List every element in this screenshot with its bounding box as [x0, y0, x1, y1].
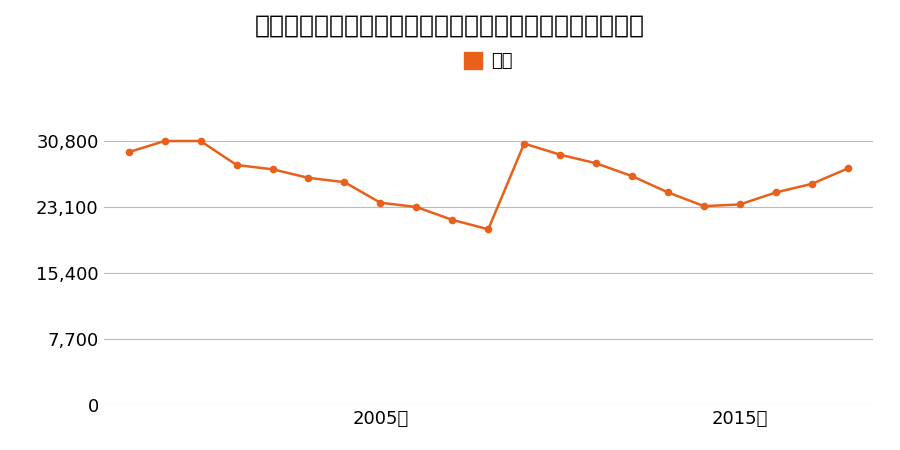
- Legend: 価格: 価格: [464, 52, 512, 71]
- Text: 宮城県亘理郡亘理町荒浜字御狩屋１５９番６２の地価推移: 宮城県亘理郡亘理町荒浜字御狩屋１５９番６２の地価推移: [255, 14, 645, 37]
